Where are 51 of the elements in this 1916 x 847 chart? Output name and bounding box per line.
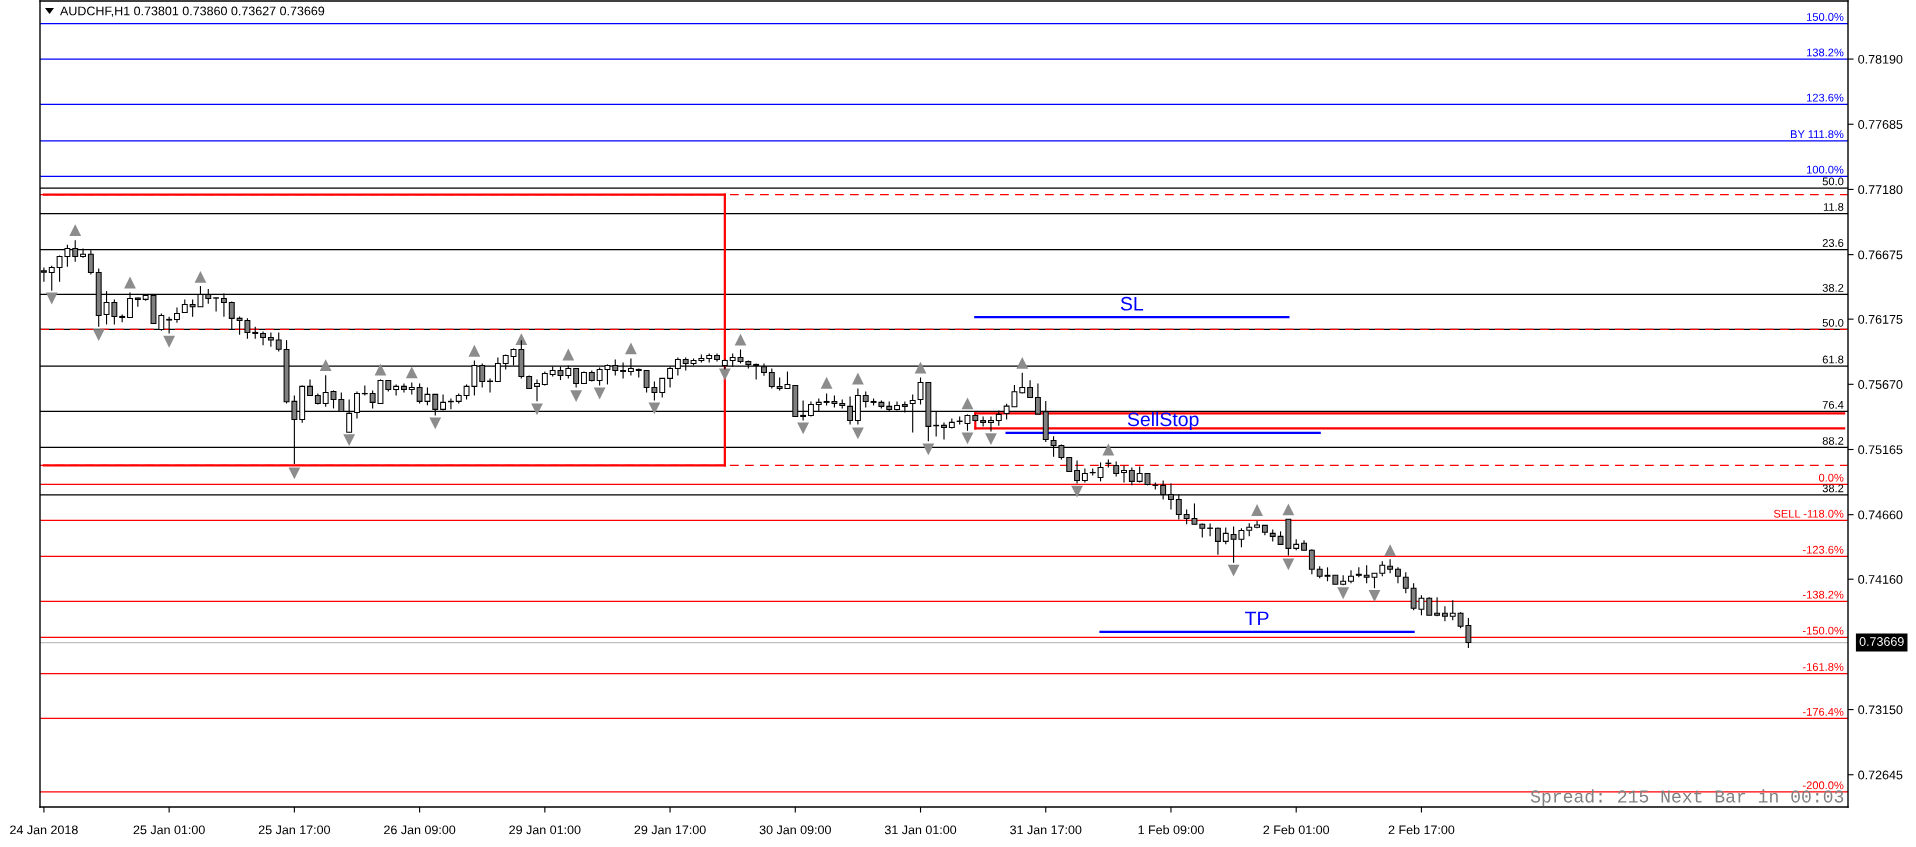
annotation: 38.2: [1822, 484, 1844, 493]
x-tick-label: 25 Jan 01:00: [133, 825, 205, 835]
x-tick-label: 30 Jan 09:00: [759, 825, 831, 835]
annotation: TP: [1245, 611, 1269, 626]
x-tick-label: 24 Jan 2018: [10, 825, 78, 835]
annotation: 23.6: [1822, 239, 1844, 247]
annotation: SellStop: [1127, 411, 1199, 431]
x-tick-label: 2 Feb 01:00: [1263, 825, 1330, 835]
y-tick-label: 0.75165: [1858, 445, 1903, 455]
x-tick-label: 26 Jan 09:00: [384, 825, 456, 835]
y-tick-label: 0.74160: [1858, 575, 1903, 584]
x-tick-label: 25 Jan 17:00: [258, 825, 331, 835]
annotation: 150.0%: [1807, 13, 1844, 21]
chart-title: AUDCHF,H1 0.73801 0.73860 0.73627 0.73669: [60, 6, 325, 17]
annotation: 38.2: [1822, 283, 1844, 292]
annotation: Spread: 215 Next Bar in 00:03: [1530, 789, 1844, 807]
annotation: BY 111.8%: [1790, 130, 1844, 139]
y-tick-label: 0.76675: [1858, 250, 1903, 260]
annotation: -176.4%: [1802, 707, 1844, 716]
x-tick-label: 1 Feb 09:00: [1138, 825, 1204, 835]
annotation: -123.6%: [1802, 545, 1844, 554]
y-tick-label: 0.75670: [1858, 380, 1903, 389]
y-tick-label: 0.72645: [1858, 770, 1903, 780]
y-tick-label: 0.76175: [1858, 314, 1903, 324]
annotation: 100.0%: [1807, 165, 1844, 174]
annotation: 138.2%: [1807, 48, 1844, 57]
annotation: 11.8: [1823, 203, 1844, 211]
annotation: 0.0%: [1818, 473, 1844, 482]
y-tick-label: 0.77180: [1858, 185, 1903, 195]
y-tick-label: 0.73150: [1858, 705, 1903, 715]
annotation: SELL -118.0%: [1773, 509, 1844, 518]
x-tick-label: 29 Jan 17:00: [634, 825, 706, 835]
x-tick-label: 31 Jan 17:00: [1010, 825, 1082, 835]
annotation: -150.0%: [1802, 626, 1844, 635]
annotation: 123.6%: [1807, 93, 1844, 102]
annotation: -200.0%: [1802, 781, 1844, 790]
ref-line-label: 0.73669: [1859, 637, 1904, 646]
annotation: SL: [1120, 296, 1144, 311]
annotation: 76.4: [1822, 400, 1844, 409]
annotation: -138.2%: [1802, 590, 1844, 599]
annotation: 88.2: [1822, 436, 1844, 445]
annotation: 50.0: [1822, 177, 1844, 186]
x-tick-label: 2 Feb 17:00: [1388, 825, 1455, 835]
x-tick-label: 29 Jan 01:00: [509, 825, 581, 835]
x-tick-label: 31 Jan 01:00: [884, 825, 957, 835]
annotation: 50.0: [1822, 318, 1844, 327]
annotation: 61.8: [1822, 355, 1844, 364]
y-tick-label: 0.78190: [1858, 54, 1903, 64]
annotation: -161.8%: [1802, 663, 1844, 671]
y-tick-label: 0.74660: [1858, 510, 1903, 520]
y-tick-label: 0.77685: [1858, 120, 1903, 129]
